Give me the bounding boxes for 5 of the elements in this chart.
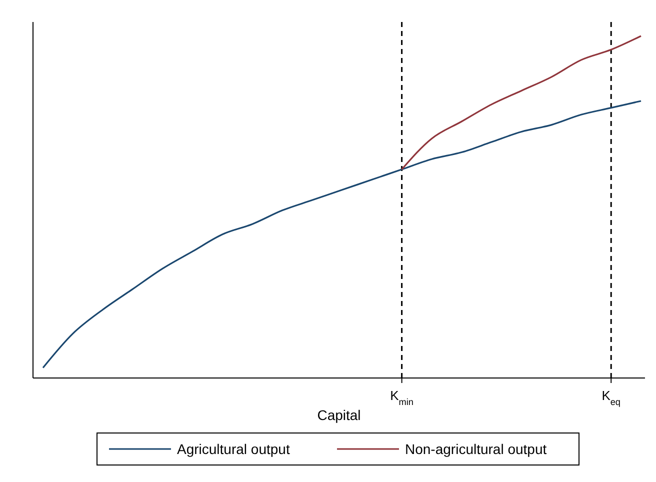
x-axis-title: Capital <box>317 407 361 423</box>
legend-label: Agricultural output <box>177 441 290 457</box>
x-tick-label: K$_{min}$ <box>390 388 414 407</box>
legend-label: Non-agricultural output <box>405 441 547 457</box>
x-tick-label: K$_{eq}$ <box>602 388 620 407</box>
